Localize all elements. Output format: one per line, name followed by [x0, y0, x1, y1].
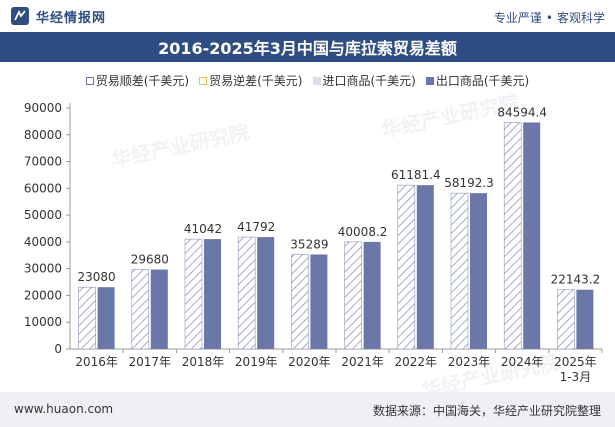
- x-tick-label-5: 2021年: [341, 355, 384, 369]
- legend-item-deficit: 贸易逆差(千美元): [199, 72, 303, 89]
- legend-item-import: 进口商品(千美元): [312, 72, 416, 89]
- y-tick-label-1: 10000: [24, 315, 62, 329]
- x-tick-label-1: 2017年: [129, 355, 172, 369]
- y-tick-label-3: 30000: [24, 262, 62, 276]
- x-tick-label-8: 2024年: [501, 355, 544, 369]
- legend-swatch-deficit: [199, 76, 208, 85]
- bar-export-4: [310, 254, 328, 349]
- bar-export-9: [576, 289, 594, 349]
- tagline-separator: •: [545, 11, 553, 25]
- tagline-right: 客观科学: [556, 11, 605, 25]
- data-label-5: 40008.2: [338, 225, 388, 239]
- data-label-3: 41792: [237, 220, 275, 234]
- bar-export-1: [150, 269, 168, 349]
- data-label-0: 23080: [78, 270, 116, 284]
- legend-swatch-export: [425, 76, 434, 85]
- legend: 贸易顺差(千美元) 贸易逆差(千美元) 进口商品(千美元) 出口商品(千美元): [0, 72, 615, 89]
- legend-label-deficit: 贸易逆差(千美元): [209, 74, 303, 88]
- data-label-6: 61181.4: [391, 168, 441, 182]
- footer-source: 数据来源：中国海关，华经产业研究院整理: [372, 404, 601, 418]
- y-tick-label-9: 90000: [24, 101, 62, 115]
- top-bar: 华经情报网 专业严谨 • 客观科学: [0, 0, 615, 32]
- data-label-4: 35289: [290, 238, 328, 252]
- bar-export-6: [416, 185, 434, 349]
- chart-title: 2016-2025年3月中国与库拉索贸易差额: [158, 39, 457, 58]
- bar-surplus-9: [557, 289, 575, 350]
- y-tick-label-4: 40000: [24, 235, 62, 249]
- y-tick-label-2: 20000: [24, 288, 62, 302]
- bar-export-7: [470, 193, 487, 349]
- bar-surplus-7: [450, 192, 469, 350]
- bar-export-8: [523, 122, 541, 349]
- data-label-9: 22143.2: [551, 273, 601, 287]
- footer-website: www.huaon.com: [14, 402, 114, 416]
- logo-icon: [11, 7, 29, 25]
- data-label-8: 84594.4: [497, 105, 547, 119]
- legend-swatch-import: [312, 76, 321, 85]
- bar-surplus-8: [503, 122, 522, 350]
- data-label-1: 29680: [131, 253, 169, 267]
- data-label-2: 41042: [184, 222, 222, 236]
- bar-surplus-5: [344, 241, 362, 350]
- bar-surplus-2: [184, 238, 203, 350]
- plot-area: 0 10000 20000 30000 40000 50000 60000 70000 8000…: [24, 101, 603, 384]
- bar-surplus-4: [291, 254, 309, 350]
- chart-title-bar: 2016-2025年3月中国与库拉索贸易差额: [0, 32, 615, 62]
- brand-name: 华经情报网: [36, 10, 107, 26]
- y-tick-label-7: 70000: [24, 155, 62, 169]
- legend-item-export: 出口商品(千美元): [425, 72, 530, 89]
- x-tick-label-0: 2016年: [75, 355, 118, 369]
- y-tick-label-6: 60000: [24, 181, 62, 195]
- legend-label-surplus: 贸易顺差(千美元): [95, 74, 190, 88]
- x-tick-label-4: 2020年: [288, 355, 331, 369]
- bar-export-3: [257, 237, 275, 349]
- bar-surplus-0: [78, 286, 96, 350]
- x-tick-label-3: 2019年: [235, 355, 278, 369]
- bar-export-5: [363, 241, 381, 349]
- bar-chart: 0 10000 20000 30000 40000 50000 60000 70000 8000…: [24, 101, 603, 384]
- legend-label-export: 出口商品(千美元): [435, 74, 530, 88]
- y-tick-label-0: 0: [54, 342, 62, 356]
- bar-surplus-6: [397, 184, 416, 350]
- y-tick-label-5: 50000: [24, 208, 62, 222]
- tagline: 专业严谨 • 客观科学: [494, 9, 605, 26]
- y-tick-label-8: 80000: [24, 128, 62, 142]
- data-label-7: 58192.3: [444, 176, 494, 190]
- footer: www.huaon.com 数据来源：中国海关，华经产业研究院整理: [0, 392, 615, 427]
- x-tick-label-2: 2018年: [182, 355, 225, 369]
- x-tick-label-9: 2025年 1-3月: [554, 355, 597, 384]
- legend-label-import: 进口商品(千美元): [322, 74, 416, 88]
- bar-surplus-3: [237, 236, 256, 350]
- bar-export-2: [204, 239, 221, 349]
- tagline-left: 专业严谨: [493, 11, 542, 25]
- legend-item-surplus: 贸易顺差(千美元): [85, 72, 190, 89]
- legend-swatch-surplus: [85, 76, 94, 85]
- x-tick-label-6: 2022年: [395, 355, 438, 369]
- x-tick-label-7: 2023年: [448, 355, 491, 369]
- bar-export-0: [97, 287, 115, 349]
- bar-surplus-1: [131, 269, 150, 350]
- brand: 华经情报网: [10, 6, 106, 26]
